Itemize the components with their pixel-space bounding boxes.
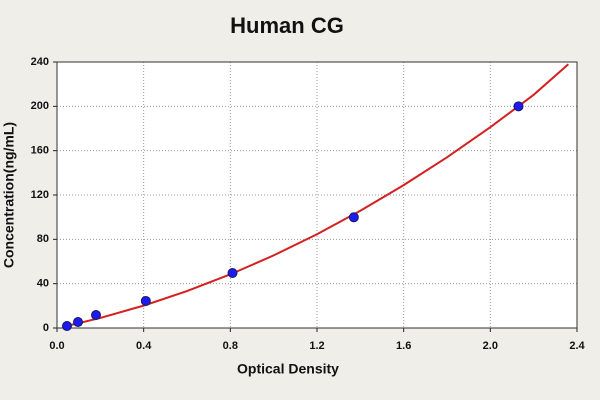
data-point [227,268,238,279]
data-point [91,310,101,321]
y-tick-label: 80 [37,233,49,245]
data-point [348,212,359,223]
data-point [513,101,524,112]
x-tick-label: 1.6 [396,340,411,352]
x-tick-label: 2.0 [483,340,498,352]
fit-curve [65,63,569,328]
data-point [61,321,72,332]
data-point [73,317,84,328]
y-tick-label: 160 [31,145,49,157]
chart-title: Human CG [230,13,344,38]
x-tick-label: 0.4 [136,340,152,352]
x-tick-label: 2.4 [569,340,585,352]
x-axis-label: Optical Density [237,361,339,377]
x-tick-label: 1.2 [309,340,324,352]
y-tick-label: 40 [37,278,49,290]
x-tick-label: 0.8 [223,340,238,352]
y-tick-label: 0 [43,322,49,334]
y-tick-label: 200 [31,100,49,112]
x-tick-label: 0.0 [49,340,64,352]
plot-border [56,61,578,329]
y-tick-label: 240 [31,56,49,68]
y-tick-label: 120 [31,189,49,201]
y-axis-label: Concentration(ng/mL) [1,122,17,268]
data-point [140,295,151,306]
